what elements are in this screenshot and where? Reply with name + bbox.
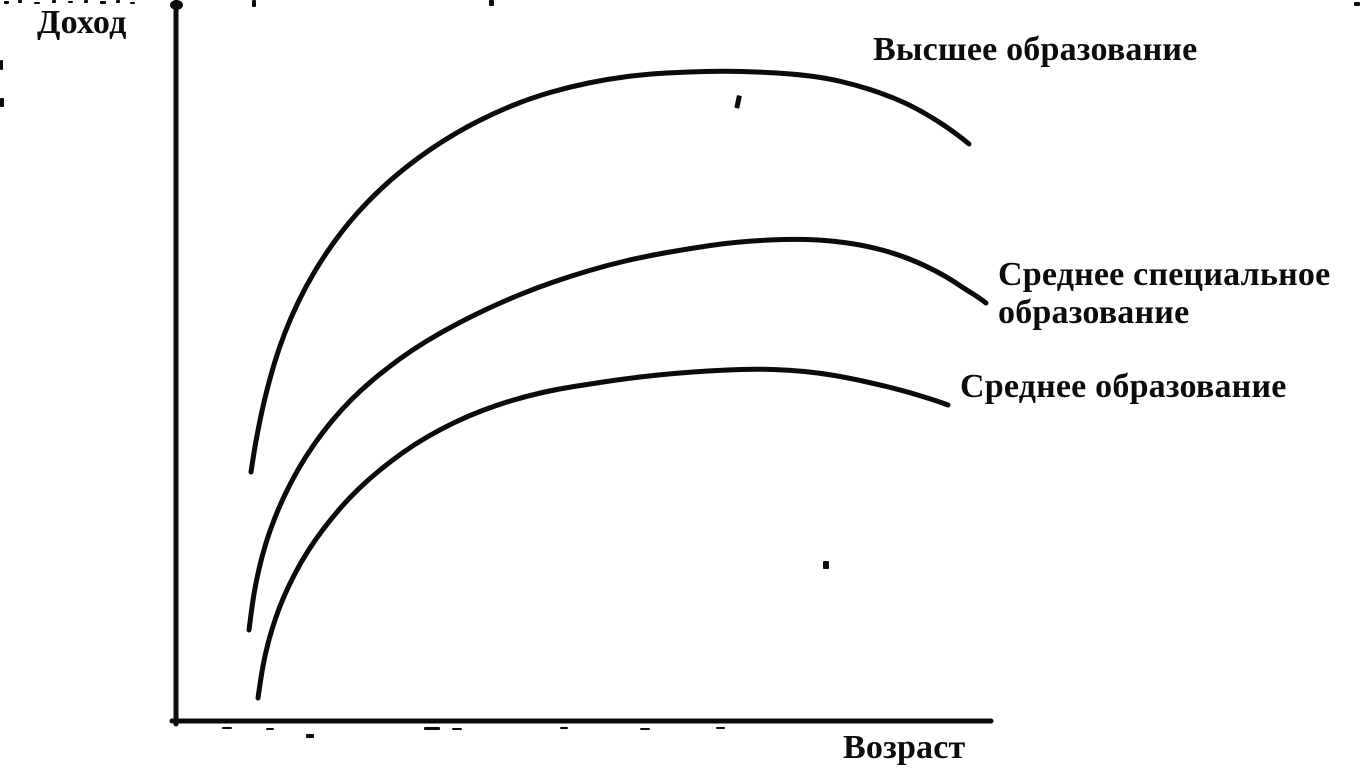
scan-speck bbox=[306, 734, 314, 738]
y-axis-label: Доход bbox=[37, 4, 127, 41]
scan-speck bbox=[640, 728, 650, 730]
scan-speck bbox=[716, 727, 725, 729]
scan-speck bbox=[489, 0, 494, 6]
scan-speck bbox=[823, 561, 829, 569]
scan-artifacts bbox=[0, 0, 1360, 738]
income-curve-secondary-special-education bbox=[246, 236, 989, 633]
series-label-secondary-education: Среднее образование bbox=[960, 368, 1287, 405]
series-label-secondary-special-line2: образование bbox=[998, 294, 1190, 331]
scan-speck bbox=[1354, 2, 1360, 6]
scan-speck bbox=[0, 60, 3, 70]
scan-speck bbox=[4, 1, 9, 4]
scan-speck bbox=[252, 0, 256, 7]
scan-speck bbox=[560, 727, 568, 729]
income-curve-secondary-education bbox=[255, 366, 951, 701]
scan-speck bbox=[34, 2, 40, 4]
series-label-secondary-special-education: Среднее специальное образование bbox=[998, 256, 1330, 332]
scan-speck bbox=[130, 2, 135, 4]
series-label-secondary-special-line1: Среднее специальное bbox=[998, 256, 1331, 293]
scan-speck bbox=[18, 0, 22, 3]
scan-speck bbox=[100, 1, 106, 4]
scan-speck bbox=[116, 0, 120, 3]
scan-speck bbox=[266, 728, 274, 730]
income-curve-higher-education bbox=[248, 68, 972, 475]
series-label-higher-education: Высшее образование bbox=[873, 31, 1198, 68]
scan-speck bbox=[734, 95, 742, 109]
scan-speck bbox=[0, 98, 4, 107]
scan-speck bbox=[68, 1, 73, 3]
scan-speck bbox=[52, 0, 56, 3]
scan-speck bbox=[424, 727, 440, 730]
scan-speck bbox=[84, 0, 88, 3]
scan-speck bbox=[170, 0, 183, 10]
scan-speck bbox=[452, 728, 462, 730]
scan-speck bbox=[222, 727, 232, 729]
x-axis-label: Возраст bbox=[843, 729, 966, 766]
